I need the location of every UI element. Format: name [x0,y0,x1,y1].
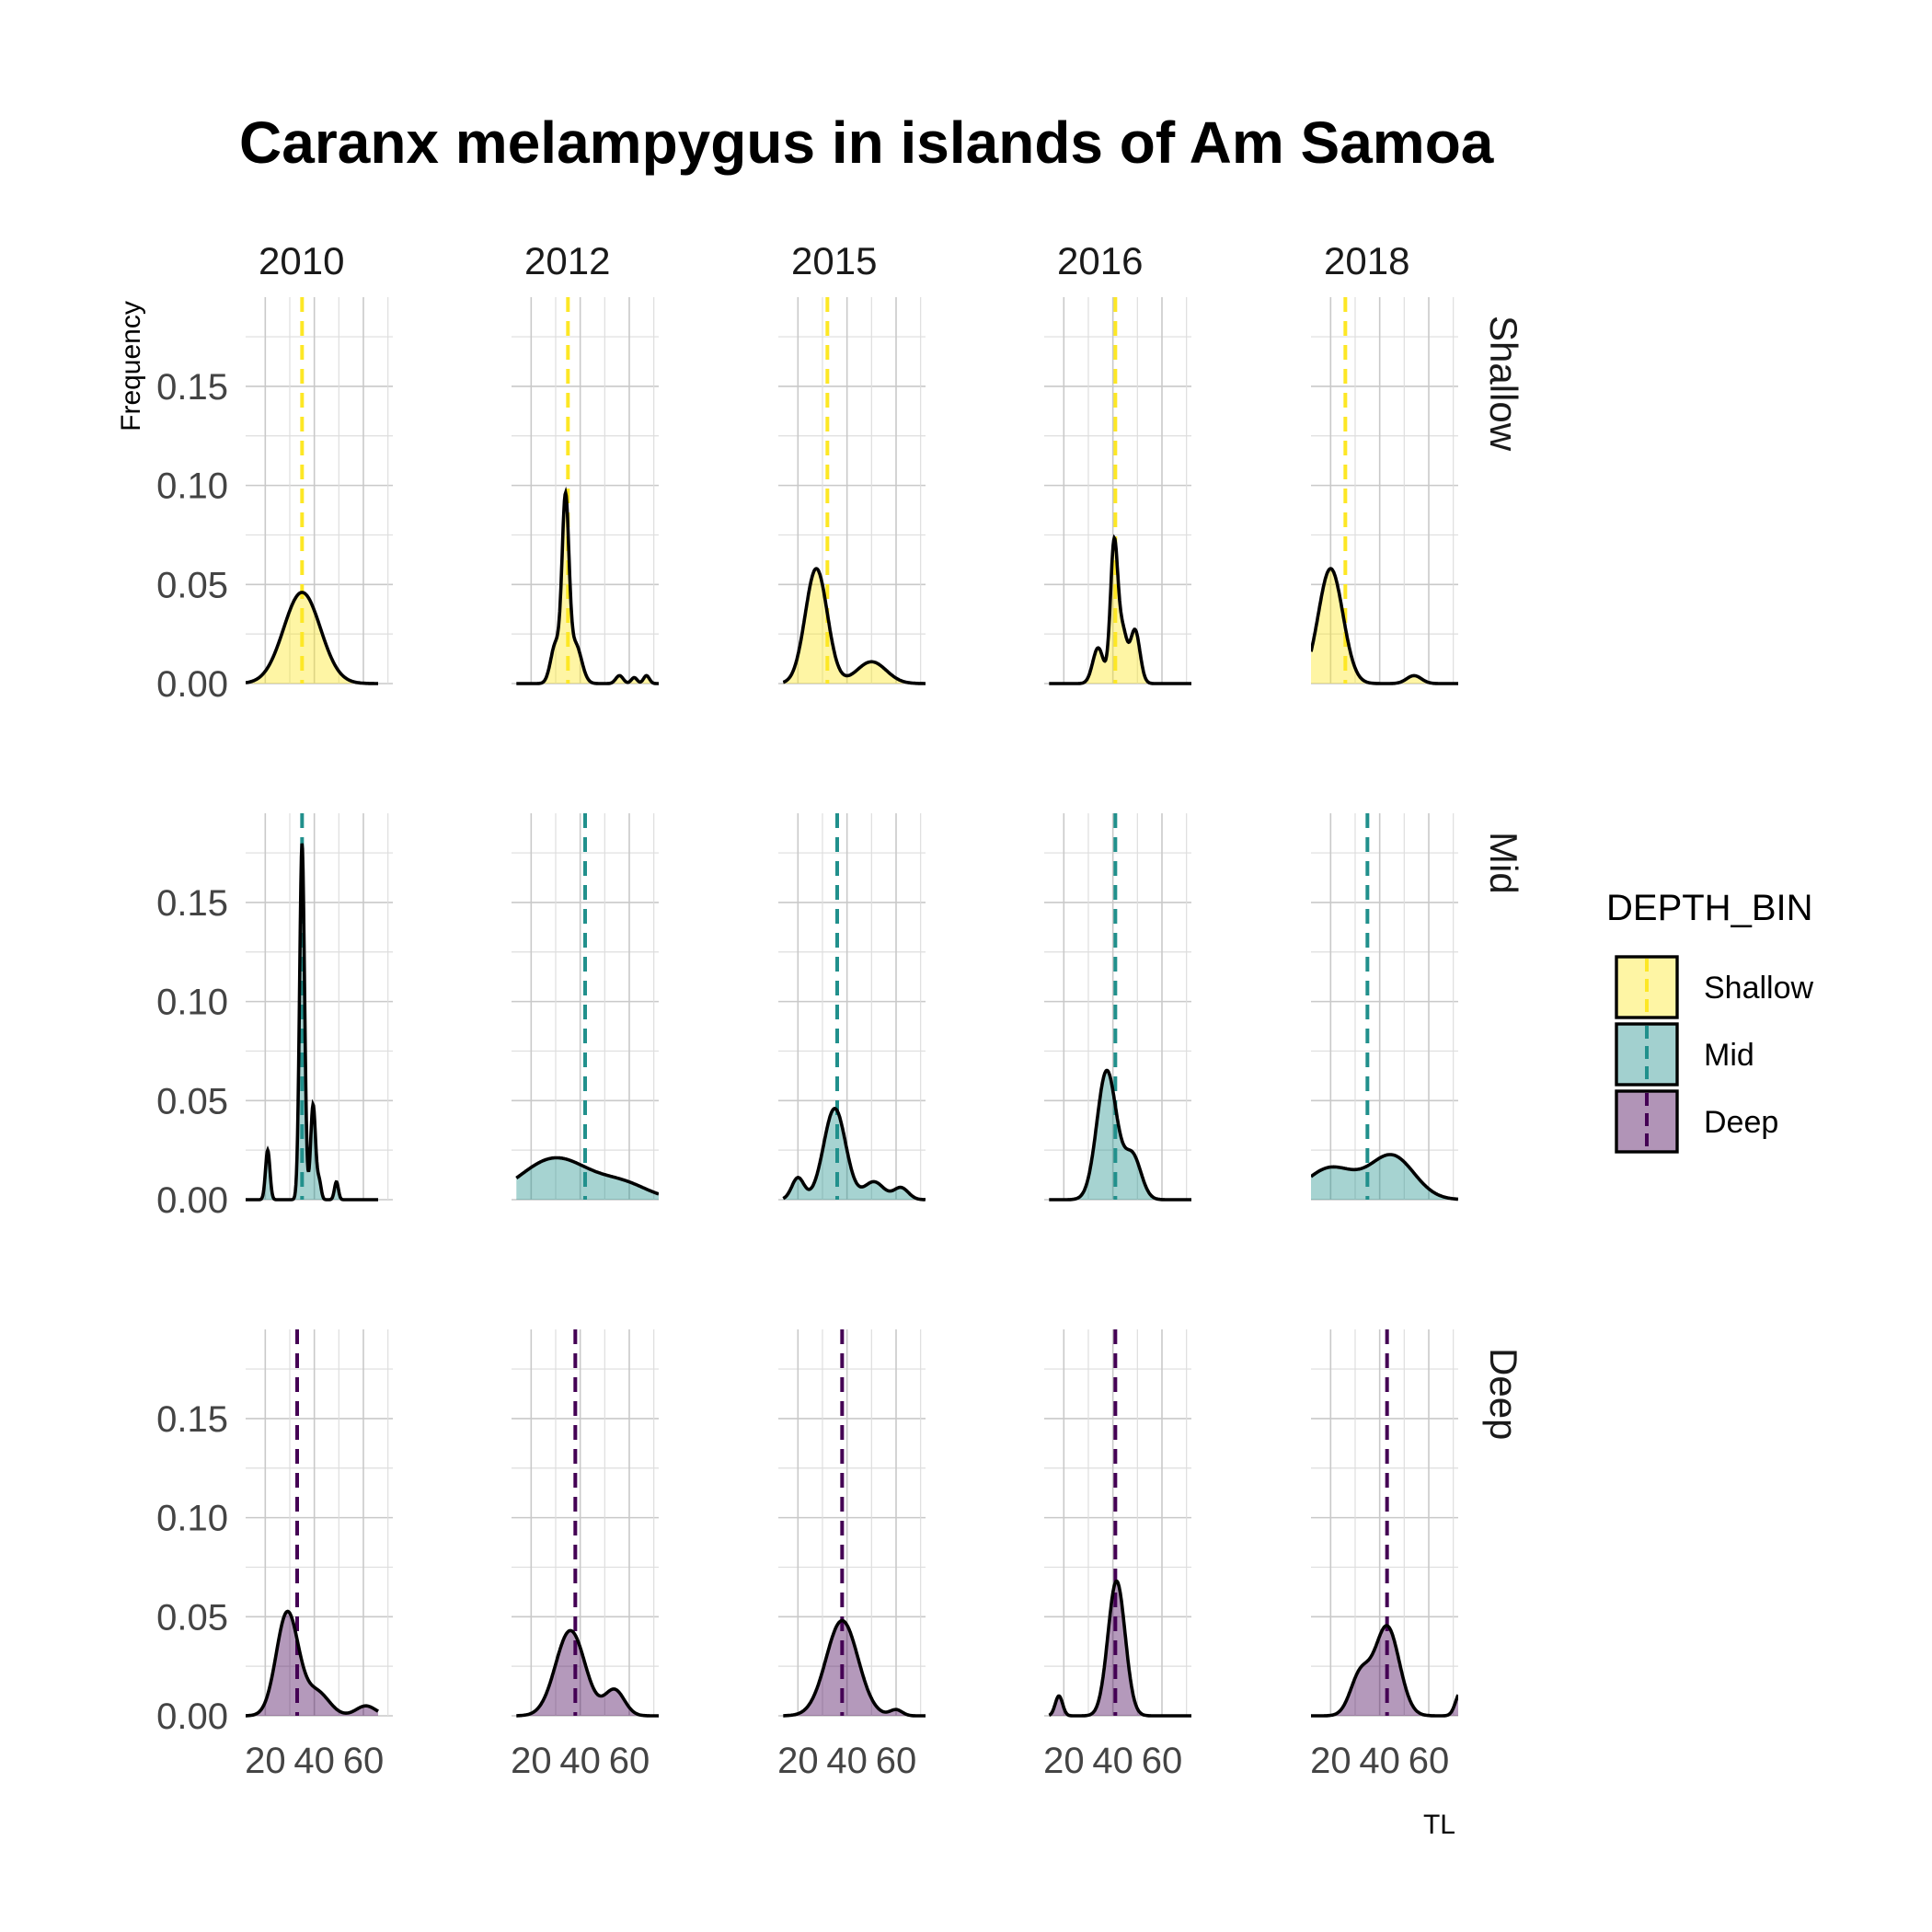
panel-shallow-2018 [1311,297,1458,685]
density-area [1049,1581,1191,1716]
density-curve [516,486,659,685]
x-tick-label: 40 [1359,1741,1400,1781]
legend-keys: Shallow Mid Deep [1615,955,1814,1154]
panel-shallow-2012 [512,297,659,685]
y-tick-label: 0.15 [156,1399,228,1440]
x-tick-label: 40 [559,1741,601,1781]
density-area [246,592,378,684]
density-area [783,1108,926,1200]
density-curve [1311,567,1458,685]
density-area [783,569,926,684]
y-tick-label: 0.05 [156,565,228,605]
density-curve [782,567,926,685]
legend-item-shallow: Shallow [1615,955,1814,1019]
panel-mid-2015 [778,813,926,1202]
density-area [516,1157,659,1200]
x-tick-label: 20 [1043,1741,1085,1781]
panel-deep-2018: 20 40 60 [1310,1329,1458,1781]
density-area [1311,569,1458,684]
y-tick-label: 0.00 [156,664,228,705]
density-curve [1311,1153,1458,1202]
strip-label-2012: 2012 [524,239,610,282]
panel-shallow-2016 [1044,297,1191,685]
density-area [1311,1155,1458,1200]
strip-label-2018: 2018 [1324,239,1409,282]
x-tick-label: 40 [1092,1741,1133,1781]
x-tick-label: 60 [876,1741,917,1781]
x-tick-label: 60 [609,1741,650,1781]
legend-label: Mid [1704,1038,1754,1073]
panel-mid-2018 [1311,813,1458,1202]
density-curve [783,1618,926,1718]
y-tick-label: 0.00 [156,1696,228,1737]
density-curve [782,1107,926,1202]
panel-deep-2015: 20 40 60 [777,1329,926,1781]
y-tick-label: 0.05 [156,1597,228,1638]
x-tick-label: 40 [826,1741,868,1781]
y-tick-label: 0.15 [156,883,228,924]
x-tick-label: 20 [777,1741,819,1781]
density-curve [1049,1068,1191,1202]
panel-deep-2012: 20 40 60 [511,1329,659,1781]
density-curve [1049,534,1191,685]
chart-title: Caranx melampygus in islands of Am Samoa [239,109,1494,176]
y-tick-label: 0.10 [156,983,228,1023]
x-axis-label: TL [1423,1810,1455,1840]
panel-deep-2016: 20 40 60 [1043,1329,1191,1781]
density-curve [246,843,378,1202]
x-tick-label: 60 [1142,1741,1183,1781]
legend-title: DEPTH_BIN [1606,888,1813,928]
legend: DEPTH_BIN Shallow Mid Deep [1606,888,1814,1154]
y-tick-label: 0.10 [156,466,228,507]
x-tick-label: 20 [1310,1741,1351,1781]
strip-label-2016: 2016 [1057,239,1143,282]
legend-item-deep: Deep [1615,1089,1778,1154]
density-curve [1048,1579,1191,1718]
facet-panels: 2010 2012 2015 2016 2018 Shallow Mid Deep 0.00 0.… [156,239,1525,1781]
y-tick-label: 0.10 [156,1499,228,1539]
panel-shallow-2010 [246,297,393,685]
density-area [246,1611,378,1716]
legend-label: Deep [1704,1105,1778,1140]
strip-label-shallow: Shallow [1482,316,1525,452]
strip-label-mid: Mid [1482,832,1525,894]
legend-item-mid: Mid [1615,1022,1754,1087]
strip-label-2015: 2015 [791,239,877,282]
density-area [1311,1626,1458,1716]
density-curve [246,1609,379,1718]
y-axis-label: Frequency [116,301,146,431]
y-tick-label: 0.00 [156,1180,228,1221]
x-tick-label: 40 [293,1741,335,1781]
density-area [783,1620,926,1716]
strip-label-deep: Deep [1482,1348,1525,1440]
panel-deep-2010: 20 40 60 [245,1329,393,1781]
density-curve [246,591,378,685]
density-curve [516,1628,659,1718]
panel-mid-2012 [512,813,659,1201]
x-tick-label: 60 [343,1741,385,1781]
y-tick-label: 0.15 [156,367,228,408]
legend-label: Shallow [1704,971,1814,1006]
panel-shallow-2015 [778,297,926,685]
x-tick-label: 20 [511,1741,552,1781]
x-tick-label: 60 [1409,1741,1450,1781]
panel-mid-2016 [1044,813,1191,1202]
y-tick-label: 0.05 [156,1081,228,1121]
x-tick-label: 20 [245,1741,286,1781]
panel-mid-2010 [246,813,393,1202]
strip-label-2010: 2010 [259,239,344,282]
density-curve [1311,1624,1458,1718]
density-curve [515,1156,659,1196]
